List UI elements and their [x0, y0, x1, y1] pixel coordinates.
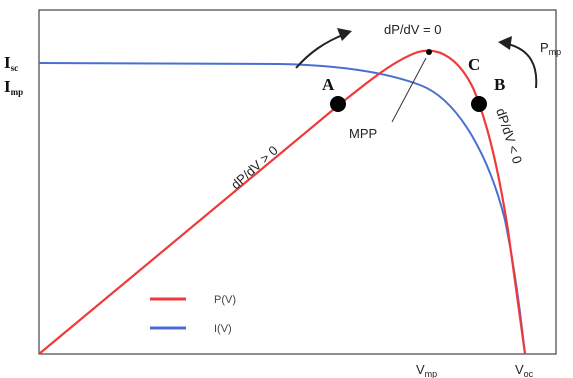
legend: P(V) I(V) [150, 294, 236, 335]
point-b-marker [471, 96, 487, 112]
point-c-label: C [468, 55, 480, 74]
mpp-pointer-line [391, 57, 427, 123]
top-slope-annotation: dP/dV = 0 [384, 22, 441, 37]
imp-label: Imp [4, 77, 23, 97]
pmp-label: Pmp [540, 40, 561, 57]
left-curved-arrow [295, 33, 346, 69]
plot-frame [38, 9, 557, 355]
point-a-label: A [322, 75, 335, 94]
right-curved-arrow [507, 43, 538, 89]
mpp-label: MPP [349, 126, 377, 141]
right-slope-label: dP/dV < 0 [493, 106, 525, 165]
vmp-label: Vmp [416, 362, 437, 378]
legend-label-current: I(V) [214, 323, 232, 335]
isc-label: Isc [4, 53, 18, 73]
left-arrowhead [337, 28, 352, 41]
voc-label: Voc [515, 362, 534, 378]
mpp-marker [426, 49, 432, 55]
power-curve [38, 49, 527, 355]
point-b-label: B [494, 75, 505, 94]
point-a-marker [330, 96, 346, 112]
legend-label-power: P(V) [214, 294, 236, 306]
left-slope-label: dP/dV > 0 [228, 143, 281, 193]
current-curve [38, 62, 526, 355]
right-arrowhead [498, 36, 512, 50]
